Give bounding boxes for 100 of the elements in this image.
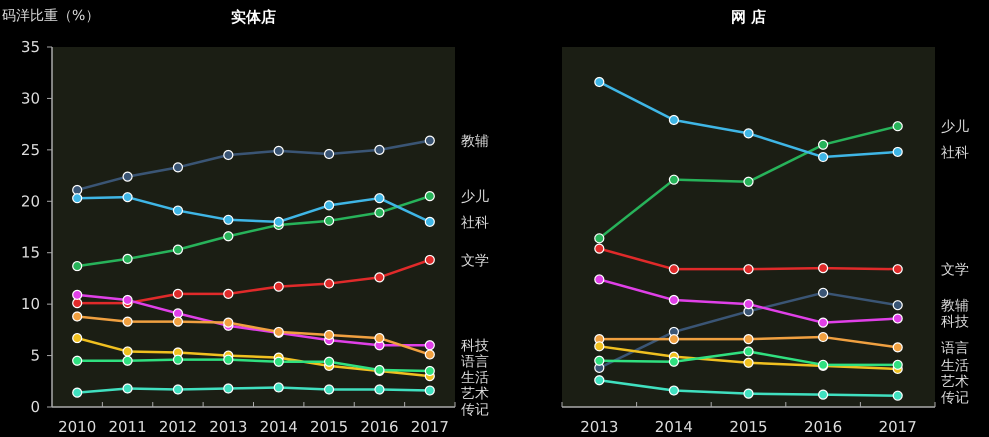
x-tick-label: 2016 (804, 418, 842, 436)
point (72, 388, 82, 398)
point (172, 354, 184, 365)
point (374, 193, 385, 204)
point (324, 148, 334, 160)
point (374, 144, 385, 155)
text: 社科 (941, 144, 969, 161)
point (424, 216, 435, 227)
x-tick-label: 2017 (410, 418, 449, 436)
point (324, 330, 334, 340)
point (223, 214, 234, 225)
point (72, 311, 82, 322)
point (818, 318, 828, 328)
point (72, 193, 82, 204)
point (818, 140, 828, 150)
point (72, 260, 82, 272)
series-label: 生活 (461, 370, 489, 386)
y-tick-label: 5 (30, 346, 40, 365)
point (223, 231, 234, 242)
point (743, 299, 754, 310)
chart-title: 实体店 (231, 8, 276, 26)
series-label: 语言 (461, 354, 489, 370)
point (122, 316, 133, 327)
point (72, 184, 82, 196)
point (374, 272, 385, 282)
point (594, 341, 604, 352)
x-tick-label: 2010 (58, 418, 96, 436)
point (223, 318, 234, 328)
point (172, 316, 184, 327)
point (424, 366, 435, 376)
point (892, 146, 903, 158)
text: 少儿 (941, 119, 969, 136)
point (668, 334, 679, 344)
point (223, 150, 234, 160)
point (122, 356, 133, 366)
x-tick-label: 2016 (360, 418, 399, 436)
series-label: 少儿 (461, 189, 489, 206)
point (668, 174, 679, 185)
x-tick-label: 2013 (209, 418, 248, 436)
series-label: 科技 (461, 338, 489, 354)
point (172, 205, 184, 216)
point (668, 385, 679, 396)
point (324, 356, 334, 367)
series-label: 教辅 (461, 134, 489, 150)
point (668, 264, 679, 274)
text: 传记 (461, 402, 489, 418)
point (374, 208, 385, 218)
point (424, 191, 435, 202)
point (743, 334, 754, 344)
point (424, 385, 435, 396)
point (743, 346, 754, 357)
point (274, 146, 284, 156)
point (223, 383, 234, 394)
point (122, 294, 133, 306)
point (122, 346, 133, 357)
point (274, 382, 284, 393)
text: 语言 (941, 340, 969, 356)
text: 文学 (941, 262, 969, 278)
point (72, 298, 82, 308)
point (743, 128, 754, 138)
y-tick-label: 25 (20, 140, 40, 159)
y-tick-label: 10 (20, 295, 40, 314)
y-tick-label: 20 (20, 192, 40, 210)
x-tick-label: 2014 (260, 418, 298, 436)
point (594, 375, 604, 386)
point (818, 288, 828, 298)
x-tick-label: 2012 (158, 418, 198, 436)
point (324, 216, 334, 226)
point (892, 300, 903, 310)
text: 艺术 (461, 386, 489, 402)
point (892, 264, 903, 274)
point (424, 349, 435, 360)
point (892, 313, 903, 324)
point (172, 384, 184, 395)
point (818, 390, 828, 400)
point (122, 172, 133, 182)
text: 生活 (941, 358, 969, 374)
point (668, 114, 679, 126)
text: 教辅 (941, 298, 969, 314)
point (743, 264, 754, 274)
point (818, 332, 828, 342)
point (892, 360, 903, 370)
x-tick-label: 2011 (108, 418, 147, 436)
text: 传记 (941, 390, 969, 406)
point (374, 332, 385, 344)
point (274, 356, 284, 367)
x-tick-label: 2013 (580, 418, 618, 436)
point (892, 342, 903, 352)
point (818, 152, 828, 162)
point (223, 288, 234, 299)
x-tick-label: 2015 (310, 418, 348, 436)
point (594, 76, 604, 88)
point (122, 254, 133, 264)
point (223, 354, 234, 365)
point (424, 340, 435, 350)
x-tick-label: 2014 (654, 418, 693, 436)
point (172, 162, 184, 172)
point (594, 356, 604, 366)
point (324, 384, 334, 395)
point (424, 136, 435, 146)
